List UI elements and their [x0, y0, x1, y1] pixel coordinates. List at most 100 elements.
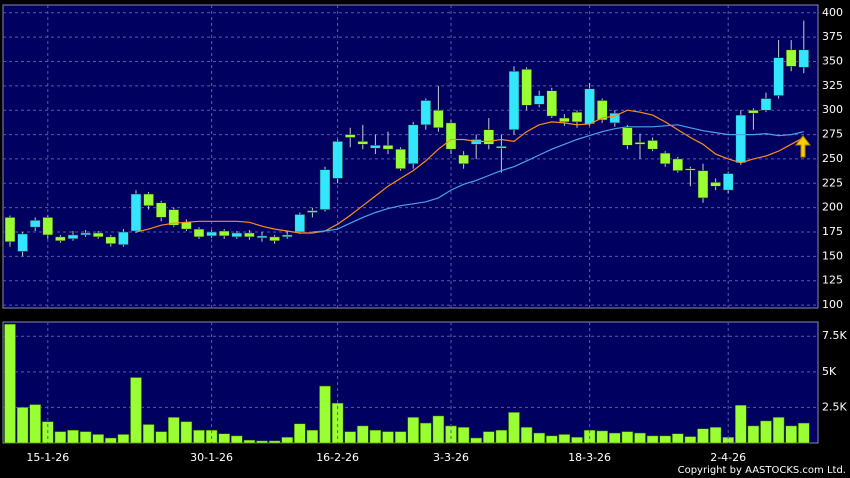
volume-bar	[483, 431, 495, 444]
candle-body	[407, 124, 419, 165]
candle-body	[244, 232, 255, 238]
volume-bar	[571, 437, 583, 444]
volume-bar	[558, 434, 571, 444]
candle-body	[748, 109, 759, 114]
y-tick-label: 125	[822, 274, 843, 287]
candle-body	[546, 90, 558, 117]
candle-body	[17, 233, 28, 252]
candle-body	[4, 217, 16, 242]
candle-body	[596, 100, 608, 121]
candle-body	[281, 234, 293, 238]
candle-body	[344, 134, 356, 138]
volume-bar	[609, 432, 621, 444]
candle-body	[609, 112, 621, 124]
candle-body	[155, 202, 167, 218]
volume-bar	[92, 434, 104, 444]
volume-bar	[281, 437, 293, 444]
candle-body	[571, 111, 583, 123]
candle-body	[332, 141, 343, 179]
volume-bar	[344, 431, 356, 444]
volume-bar	[319, 385, 331, 444]
candle-body	[483, 129, 495, 145]
candle-body	[685, 168, 696, 171]
signal-arrow	[794, 135, 812, 158]
candle-body	[458, 154, 469, 165]
volume-bar	[470, 437, 482, 444]
volume-bar	[117, 434, 130, 444]
volume-bar	[16, 407, 29, 444]
volume-bar	[798, 422, 810, 444]
candle-body	[521, 69, 532, 106]
x-tick-label: 3-3-26	[433, 451, 469, 464]
candle-body	[193, 228, 205, 238]
volume-bar	[495, 429, 508, 444]
candle-body	[634, 142, 646, 145]
y-tick-label: 275	[822, 128, 843, 141]
y-tick-label: 100	[822, 298, 843, 311]
volume-bar	[785, 425, 797, 444]
plot-layer: 2.5K 5K 7.5K 15-1-26 30-1-26 16-2-26 3-3-26 18-…	[3, 5, 847, 464]
candle-body	[218, 230, 230, 237]
volume-bar	[306, 429, 319, 444]
y-tick-label: 300	[822, 103, 843, 116]
volume-bar	[621, 431, 634, 444]
y-tick-label: 200	[822, 201, 843, 214]
candle-body	[697, 170, 709, 199]
y-tick-label: 175	[822, 225, 843, 238]
candle-body	[168, 209, 180, 226]
volume-bar	[684, 436, 697, 444]
volume-bar	[394, 431, 407, 444]
candle-body	[105, 236, 117, 244]
y-tick-label: 400	[822, 6, 843, 19]
volume-bar	[357, 425, 369, 444]
y-tick-label: 350	[822, 55, 843, 68]
y-tick-label: 375	[822, 30, 843, 43]
candle-body	[256, 235, 268, 239]
volume-bar	[546, 435, 558, 444]
candle-body	[722, 173, 734, 191]
candle-body	[206, 231, 217, 237]
candle-body	[647, 140, 658, 150]
candle-body	[370, 145, 381, 149]
candle-body	[672, 158, 684, 171]
x-tick-label: 2-4-26	[710, 451, 746, 464]
candle-body	[710, 182, 721, 187]
candle-body	[445, 122, 457, 150]
candle-body	[382, 145, 394, 150]
candle-body	[294, 214, 306, 233]
candle-body	[395, 148, 406, 169]
candle-body	[231, 232, 243, 238]
volume-bar	[4, 323, 16, 444]
volume-bar	[747, 425, 760, 444]
candle-body	[307, 210, 318, 213]
candle-body	[496, 146, 507, 149]
candle-body	[80, 232, 91, 236]
candle-body	[319, 169, 331, 210]
volume-bar	[634, 432, 646, 444]
candle-body	[735, 114, 747, 164]
volume-bar	[735, 405, 747, 444]
candle-body	[143, 193, 154, 206]
candle-body	[433, 109, 444, 129]
volume-bar	[508, 412, 520, 444]
y-tick-label: 325	[822, 79, 843, 92]
candle-body	[798, 49, 810, 68]
moving-average-line	[135, 109, 805, 234]
y-tick-label: 5K	[822, 365, 837, 378]
volume-bar	[79, 431, 92, 444]
volume-bar	[67, 429, 79, 444]
candle-body	[785, 49, 797, 67]
candle-body	[42, 217, 54, 236]
candle-body	[773, 57, 784, 96]
volume-bar	[672, 433, 684, 444]
moving-average-line	[312, 124, 804, 233]
candle-body	[533, 95, 545, 105]
y-tick-label: 150	[822, 249, 843, 262]
candle-body	[420, 100, 432, 126]
volume-bar	[142, 424, 155, 444]
candle-body	[181, 222, 192, 230]
volume-bar	[533, 432, 545, 444]
volume-bar	[697, 428, 709, 444]
candle-body	[118, 231, 129, 245]
